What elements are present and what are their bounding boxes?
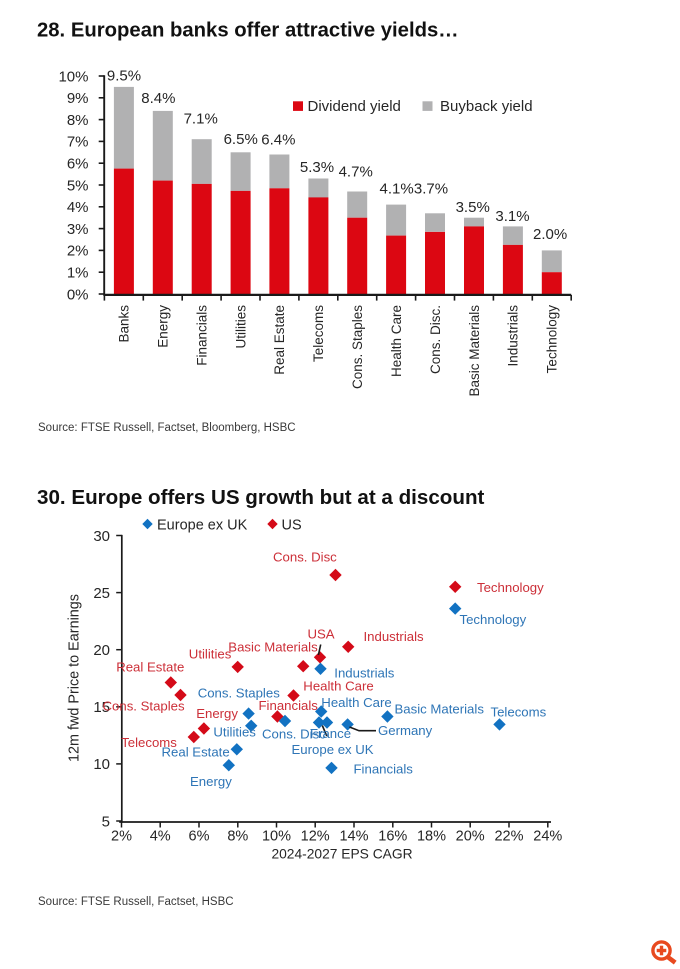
- svg-text:2024-2027 EPS CAGR: 2024-2027 EPS CAGR: [271, 847, 412, 862]
- svg-text:Germany: Germany: [378, 723, 433, 738]
- svg-text:7.1%: 7.1%: [184, 110, 218, 127]
- svg-text:Cons. Disc.: Cons. Disc.: [428, 305, 443, 374]
- svg-text:22%: 22%: [494, 829, 523, 845]
- svg-text:16%: 16%: [378, 829, 407, 845]
- svg-text:Real Estate: Real Estate: [162, 745, 230, 760]
- svg-text:Health Care: Health Care: [389, 305, 404, 377]
- svg-text:Financials: Financials: [195, 305, 210, 366]
- svg-text:Industrials: Industrials: [364, 629, 425, 644]
- svg-text:Energy: Energy: [190, 774, 232, 789]
- svg-text:9%: 9%: [67, 90, 89, 107]
- svg-text:Cons. Staples: Cons. Staples: [350, 305, 365, 389]
- svg-text:8%: 8%: [227, 829, 248, 845]
- svg-text:30. Europe offers US growth bu: 30. Europe offers US growth but at a dis…: [37, 486, 485, 509]
- svg-text:Telecoms: Telecoms: [121, 735, 177, 750]
- svg-text:Financials: Financials: [354, 762, 414, 777]
- svg-text:20%: 20%: [456, 829, 485, 845]
- svg-text:US: US: [282, 517, 302, 533]
- svg-text:3.5%: 3.5%: [456, 199, 490, 216]
- svg-text:8%: 8%: [67, 112, 89, 129]
- svg-text:Industrials: Industrials: [334, 666, 395, 681]
- svg-text:3.1%: 3.1%: [495, 208, 529, 225]
- svg-text:20: 20: [93, 642, 110, 659]
- svg-text:Health Care: Health Care: [303, 679, 373, 694]
- svg-text:Utilities: Utilities: [233, 305, 248, 349]
- svg-text:6.4%: 6.4%: [261, 132, 295, 149]
- svg-text:Cons. Disc: Cons. Disc: [262, 727, 326, 742]
- svg-text:3.7%: 3.7%: [414, 181, 448, 198]
- svg-text:Utilities: Utilities: [189, 646, 232, 661]
- svg-text:1%: 1%: [67, 265, 89, 282]
- svg-text:Technology: Technology: [477, 580, 544, 595]
- svg-text:Utilities: Utilities: [213, 724, 256, 739]
- svg-text:Technology: Technology: [460, 612, 527, 627]
- svg-text:Europe ex UK: Europe ex UK: [292, 742, 374, 757]
- svg-text:6.5%: 6.5%: [224, 131, 258, 148]
- svg-text:30: 30: [93, 528, 110, 545]
- svg-text:14%: 14%: [339, 829, 368, 845]
- svg-text:18%: 18%: [417, 829, 446, 845]
- svg-text:Industrials: Industrials: [506, 305, 521, 367]
- svg-text:Basic Materials: Basic Materials: [467, 305, 482, 397]
- svg-text:0%: 0%: [67, 286, 89, 303]
- svg-text:10%: 10%: [262, 829, 291, 845]
- svg-text:Cons. Staples: Cons. Staples: [103, 699, 186, 714]
- svg-text:Dividend yield: Dividend yield: [308, 98, 401, 115]
- svg-text:4%: 4%: [150, 829, 171, 845]
- svg-text:Real Estate: Real Estate: [272, 305, 287, 375]
- svg-text:Real Estate: Real Estate: [116, 660, 184, 675]
- svg-text:Cons. Disc: Cons. Disc: [273, 550, 337, 565]
- svg-text:28. European banks offer attra: 28. European banks offer attractive yiel…: [37, 19, 459, 41]
- svg-text:15: 15: [93, 699, 110, 716]
- svg-text:2%: 2%: [67, 243, 89, 260]
- svg-text:7%: 7%: [67, 134, 89, 151]
- svg-text:5%: 5%: [67, 177, 89, 194]
- svg-text:Source: FTSE Russell, Factset,: Source: FTSE Russell, Factset, HSBC: [38, 896, 234, 908]
- svg-text:Financials: Financials: [259, 698, 319, 713]
- svg-text:5.3%: 5.3%: [300, 159, 334, 176]
- svg-text:24%: 24%: [533, 829, 562, 845]
- svg-text:Energy: Energy: [196, 706, 238, 721]
- svg-text:25: 25: [93, 585, 110, 602]
- svg-text:4.1%: 4.1%: [379, 181, 413, 198]
- svg-text:2.0%: 2.0%: [533, 226, 567, 243]
- svg-text:Europe ex UK: Europe ex UK: [157, 517, 248, 533]
- svg-text:2%: 2%: [111, 829, 132, 845]
- svg-text:Source: FTSE Russell, Factset,: Source: FTSE Russell, Factset, Bloomberg…: [38, 422, 296, 434]
- svg-text:10%: 10%: [58, 68, 88, 85]
- svg-text:Energy: Energy: [156, 305, 171, 348]
- svg-text:USA: USA: [307, 627, 334, 642]
- svg-text:Basic Materials: Basic Materials: [395, 702, 485, 717]
- svg-text:8.4%: 8.4%: [141, 90, 175, 107]
- svg-text:Technology: Technology: [545, 305, 560, 374]
- svg-text:12m fwd Price to Earnings: 12m fwd Price to Earnings: [67, 594, 83, 762]
- svg-text:6%: 6%: [189, 829, 210, 845]
- svg-text:Health Care: Health Care: [321, 695, 391, 710]
- svg-text:5: 5: [102, 813, 110, 830]
- svg-text:Telecoms: Telecoms: [311, 305, 326, 362]
- svg-text:France: France: [310, 726, 351, 741]
- svg-text:Basic Materials: Basic Materials: [228, 640, 318, 655]
- svg-text:Cons. Staples: Cons. Staples: [198, 685, 281, 700]
- svg-text:Telecoms: Telecoms: [491, 705, 547, 720]
- svg-text:Buyback yield: Buyback yield: [440, 98, 533, 115]
- svg-text:12%: 12%: [301, 829, 330, 845]
- svg-text:3%: 3%: [67, 221, 89, 238]
- svg-text:4%: 4%: [67, 199, 89, 216]
- svg-text:Banks: Banks: [117, 305, 132, 343]
- svg-text:10: 10: [93, 756, 110, 773]
- svg-text:6%: 6%: [67, 156, 89, 173]
- svg-text:4.7%: 4.7%: [339, 164, 373, 181]
- svg-text:9.5%: 9.5%: [107, 68, 141, 85]
